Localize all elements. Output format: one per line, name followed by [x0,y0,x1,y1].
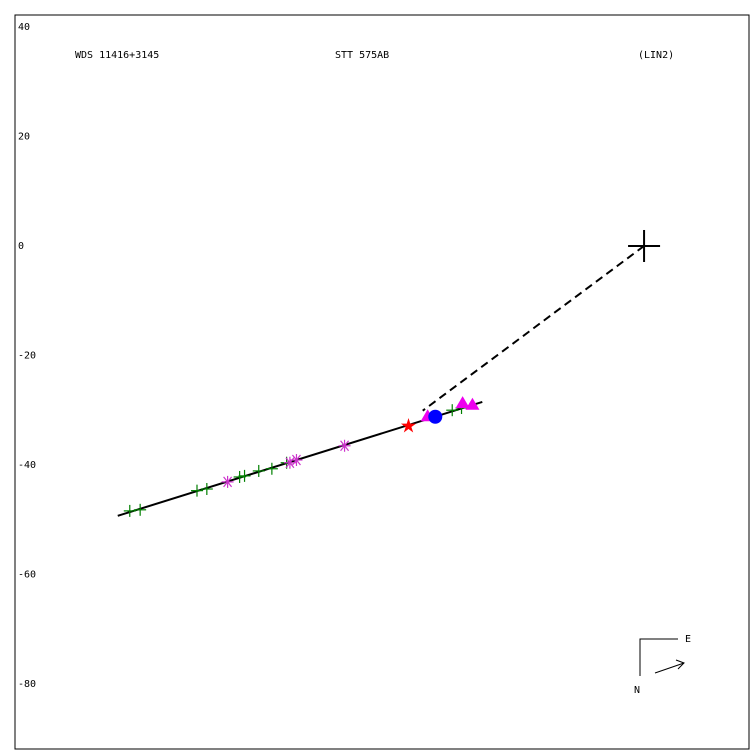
y-tick-label: -80 [18,679,36,690]
y-tick-label: -60 [18,569,36,580]
plus-point [252,464,265,477]
asterisk-point [338,439,351,452]
compass-east: E [685,634,691,645]
asterisk-point [221,475,234,488]
plus-point [123,504,136,517]
plus-point [446,404,459,417]
plus-point [134,503,147,516]
plus-point [233,470,246,483]
plus-point [190,484,203,497]
plus-point [238,469,251,482]
plus-point [265,462,278,475]
y-tick-label: 40 [18,22,30,33]
big-plus-point [628,229,661,262]
shape [428,409,443,424]
pair-label: STT 575AB [335,50,389,61]
shape [465,397,480,410]
circle-point [428,409,443,424]
asterisk-point [290,453,303,466]
compass-arrowhead [675,659,685,670]
orbit-label: (LIN2) [638,50,674,61]
shape [400,418,417,433]
star-point [400,418,417,433]
plus-point [200,483,213,496]
shape [455,396,470,409]
y-tick-label: -20 [18,350,36,361]
plot-frame [14,14,750,750]
y-tick-label: 0 [18,241,24,252]
y-tick-label: -40 [18,460,36,471]
compass-arrow [654,662,685,674]
triangle-point [455,396,470,409]
triangle-point [465,397,480,410]
compass-north: N [634,685,640,696]
y-tick-label: 20 [18,132,30,143]
wds-label: WDS 11416+3145 [75,50,159,61]
compass-axes [639,638,678,676]
compass: E N [634,634,691,696]
dashed-line [422,245,645,412]
